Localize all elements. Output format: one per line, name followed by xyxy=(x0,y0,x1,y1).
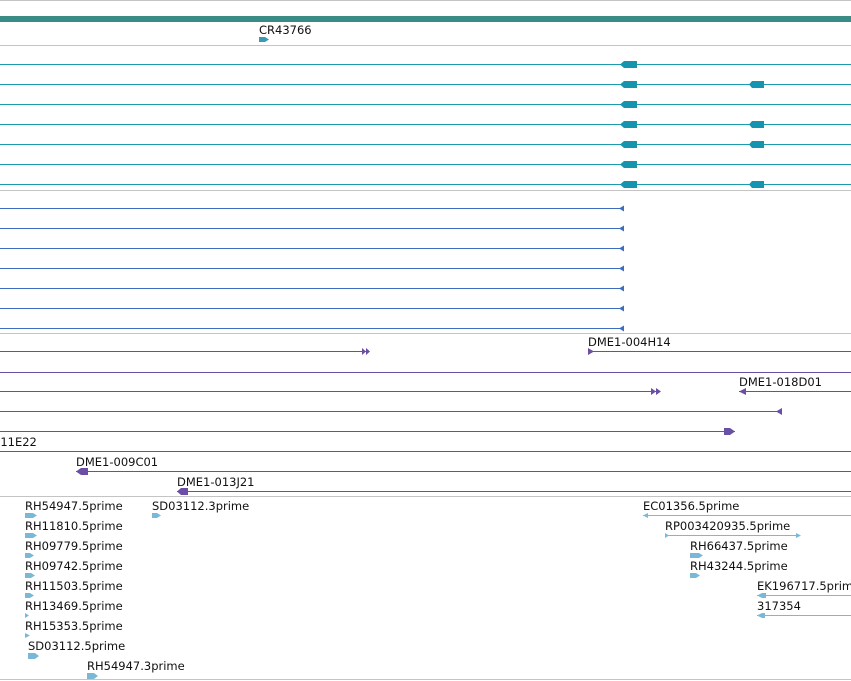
clone-alignment[interactable]: 011E22 xyxy=(0,435,851,452)
read-label: RH13469.5prime xyxy=(25,599,123,613)
transcript[interactable] xyxy=(0,121,851,128)
clone-label: DME1-004H14 xyxy=(588,335,671,349)
clone-label: DME1-018D01 xyxy=(739,375,822,389)
clone-alignment[interactable]: DME1-013J21 xyxy=(177,475,851,495)
est-read[interactable]: RH11503.5prime xyxy=(25,579,123,598)
est-read[interactable]: RH54947.3prime xyxy=(87,659,185,679)
read-label: RH54947.5prime xyxy=(25,499,123,513)
noncoding-feature[interactable]: CR43766 xyxy=(259,23,312,42)
transcript[interactable] xyxy=(0,141,851,148)
est-read[interactable]: RH43244.5prime xyxy=(690,559,788,578)
est-alignment[interactable] xyxy=(0,225,624,232)
gene-span-bar[interactable] xyxy=(0,16,851,22)
clone-alignment[interactable]: DME1-018D01 xyxy=(739,375,851,395)
est-read[interactable]: RH54947.5prime xyxy=(25,499,123,518)
est-alignment[interactable] xyxy=(0,325,624,332)
transcript[interactable] xyxy=(0,181,851,188)
est-read[interactable]: 317354 xyxy=(757,599,851,618)
clone-alignment[interactable] xyxy=(0,388,661,395)
clone-alignment[interactable] xyxy=(0,408,782,415)
transcript[interactable] xyxy=(0,101,851,108)
transcript[interactable] xyxy=(0,61,851,68)
read-label: SD03112.5prime xyxy=(28,639,125,653)
read-label: SD03112.3prime xyxy=(152,499,249,513)
read-label: RH54947.3prime xyxy=(87,659,185,673)
est-alignment[interactable] xyxy=(0,205,624,212)
est-read[interactable]: RH66437.5prime xyxy=(690,539,788,558)
est-read[interactable]: RH09742.5prime xyxy=(25,559,123,578)
read-label: RP003420935.5prime xyxy=(665,519,790,533)
read-label: 317354 xyxy=(757,599,801,613)
est-read[interactable]: EK196717.5prim xyxy=(757,579,851,598)
transcript[interactable] xyxy=(0,161,851,168)
est-alignment[interactable] xyxy=(0,245,624,252)
clone-alignment[interactable] xyxy=(0,428,735,435)
clone-label: DME1-013J21 xyxy=(177,475,255,489)
clone-label: 011E22 xyxy=(0,435,37,449)
est-alignment[interactable] xyxy=(0,285,624,292)
clone-alignment[interactable]: DME1-004H14 xyxy=(588,335,851,355)
est-read[interactable]: RH09779.5prime xyxy=(25,539,123,558)
est-alignment[interactable] xyxy=(0,305,624,312)
est-read[interactable]: EC01356.5prime xyxy=(643,499,851,518)
read-label: RH11810.5prime xyxy=(25,519,123,533)
read-label: RH43244.5prime xyxy=(690,559,788,573)
est-read[interactable]: RH13469.5prime xyxy=(25,599,123,618)
est-read[interactable]: SD03112.5prime xyxy=(28,639,125,659)
clone-alignment[interactable] xyxy=(0,348,370,355)
read-label: RH66437.5prime xyxy=(690,539,788,553)
noncoding-label: CR43766 xyxy=(259,23,312,37)
read-label: RH15353.5prime xyxy=(25,619,123,633)
est-read[interactable]: SD03112.3prime xyxy=(152,499,249,518)
transcript[interactable] xyxy=(0,81,851,88)
est-read[interactable]: RH15353.5prime xyxy=(25,619,123,638)
clone-alignment[interactable]: DME1-009C01 xyxy=(76,455,851,475)
est-alignment[interactable] xyxy=(0,265,624,272)
read-label: EC01356.5prime xyxy=(643,499,739,513)
est-read[interactable]: RP003420935.5prime xyxy=(665,519,801,538)
read-label: EK196717.5prim xyxy=(757,579,851,593)
clone-label: DME1-009C01 xyxy=(76,455,158,469)
read-label: RH11503.5prime xyxy=(25,579,123,593)
est-read[interactable]: RH11810.5prime xyxy=(25,519,123,538)
read-label: RH09742.5prime xyxy=(25,559,123,573)
read-label: RH09779.5prime xyxy=(25,539,123,553)
